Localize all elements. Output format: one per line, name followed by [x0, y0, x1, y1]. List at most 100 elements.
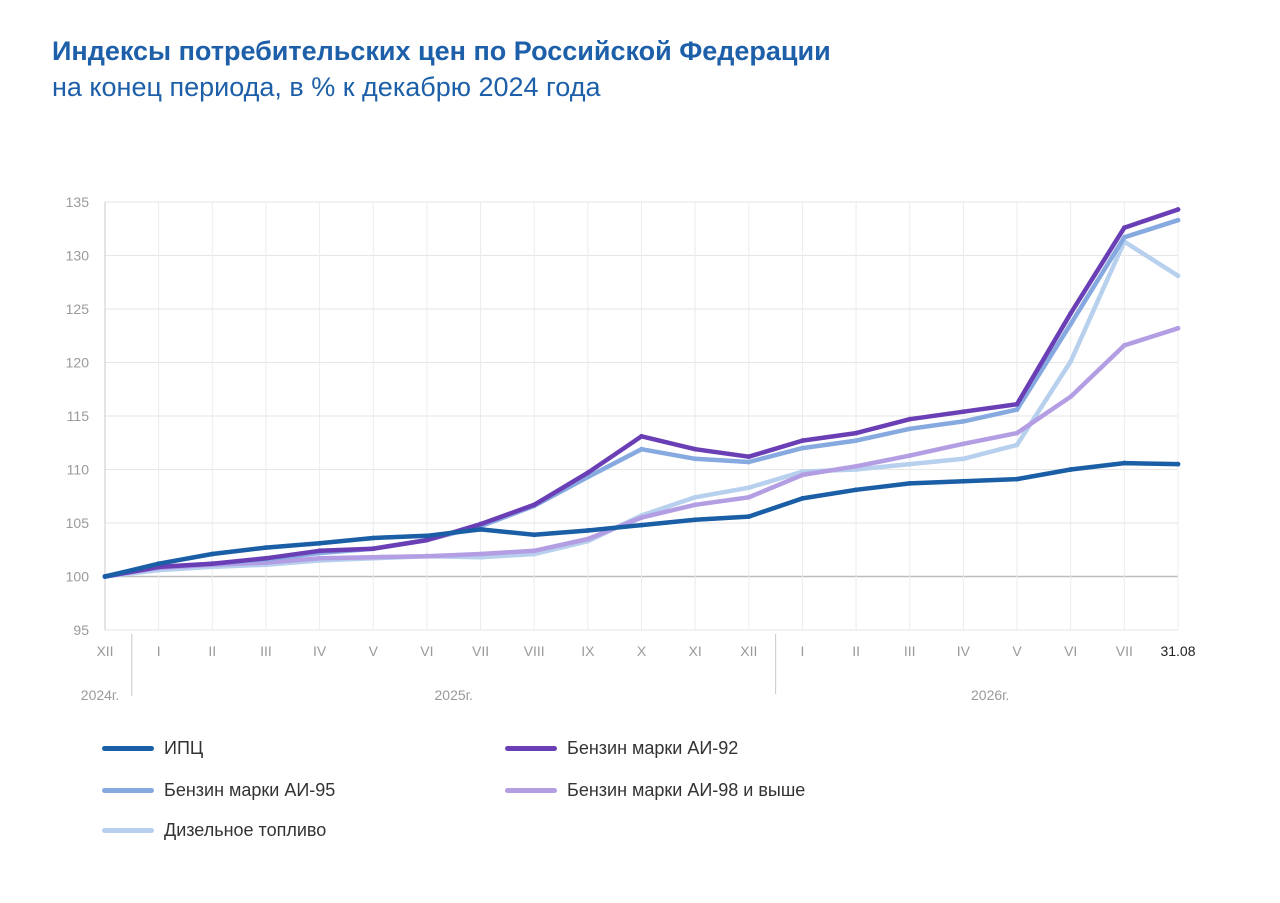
- legend-item-ai92: Бензин марки АИ-92: [505, 738, 738, 759]
- x-tick-label: V: [369, 643, 379, 659]
- data-point: [585, 470, 591, 476]
- y-tick-label: 110: [67, 462, 90, 478]
- data-point: [907, 453, 913, 458]
- data-point: [1121, 225, 1127, 231]
- data-point: [531, 502, 537, 508]
- data-point: [1068, 321, 1074, 327]
- data-point: [1068, 310, 1074, 316]
- x-tick-label: VII: [1116, 643, 1133, 659]
- data-point: [746, 514, 752, 519]
- x-tick-label: II: [852, 643, 860, 659]
- data-point: [370, 535, 376, 541]
- data-point: [1121, 234, 1127, 240]
- data-point: [800, 445, 805, 451]
- data-point: [102, 574, 108, 579]
- legend-label-ai95: Бензин марки АИ-95: [164, 780, 336, 800]
- data-point: [156, 561, 162, 567]
- data-point: [370, 554, 376, 560]
- year-label: 2025г.: [435, 687, 473, 703]
- x-tick-label: V: [1012, 643, 1022, 659]
- legend-label-diesel: Дизельное топливо: [164, 820, 327, 840]
- legend-item-cpi: ИПЦ: [102, 738, 203, 759]
- data-point: [478, 527, 483, 532]
- data-point: [692, 502, 698, 508]
- data-point: [692, 517, 698, 523]
- data-point: [907, 426, 913, 432]
- x-tick-label: IV: [313, 643, 327, 659]
- legend-label-ai92: Бензин марки АИ-92: [567, 738, 739, 758]
- data-point: [961, 418, 966, 424]
- data-point: [585, 536, 591, 542]
- data-point: [746, 494, 752, 500]
- data-point: [424, 553, 430, 559]
- data-point: [692, 494, 698, 500]
- x-tick-label: IV: [957, 643, 971, 659]
- data-point: [961, 409, 966, 415]
- data-point: [1175, 325, 1181, 331]
- legend-swatch-ai95: [102, 788, 154, 793]
- data-point: [639, 433, 644, 439]
- data-point: [1014, 476, 1020, 482]
- data-point: [1175, 207, 1181, 212]
- legend-swatch-cpi: [102, 746, 154, 751]
- data-point: [531, 532, 537, 538]
- x-tick-label: I: [801, 643, 805, 659]
- data-point: [639, 522, 644, 528]
- x-tick-label: VI: [420, 643, 433, 659]
- y-tick-label: 135: [66, 194, 90, 210]
- data-point: [478, 521, 483, 527]
- year-label: 2024г.: [81, 687, 119, 703]
- legend-item-ai95: Бензин марки АИ-95: [102, 780, 335, 801]
- chart-title: Индексы потребительских цен по Российско…: [52, 36, 831, 66]
- legend-item-ai98: Бензин марки АИ-98 и выше: [505, 780, 805, 801]
- y-tick-label: 105: [66, 515, 90, 531]
- data-point: [585, 528, 591, 533]
- data-point: [317, 540, 322, 546]
- data-point: [800, 438, 805, 444]
- y-tick-label: 115: [67, 408, 90, 424]
- data-point: [424, 533, 430, 539]
- data-point: [263, 545, 269, 551]
- data-point: [1014, 401, 1020, 407]
- data-point: [370, 546, 376, 552]
- data-point: [746, 459, 752, 465]
- x-tick-label: III: [904, 643, 916, 659]
- data-point: [692, 446, 698, 452]
- data-point: [961, 456, 966, 462]
- data-point: [1014, 407, 1020, 412]
- data-point: [853, 438, 859, 444]
- data-point: [1121, 460, 1127, 466]
- data-point: [907, 416, 913, 422]
- data-point: [1068, 467, 1074, 472]
- data-point: [800, 495, 805, 501]
- data-point: [317, 555, 322, 561]
- x-tick-label: X: [637, 643, 647, 659]
- data-point: [1175, 461, 1181, 467]
- year-label: 2026г.: [971, 687, 1009, 703]
- data-point: [961, 478, 966, 484]
- legend-label-cpi: ИПЦ: [164, 738, 204, 758]
- x-tick-label: VI: [1064, 643, 1077, 659]
- legend-swatch-ai92: [505, 746, 557, 751]
- data-point: [478, 551, 483, 557]
- x-tick-label: VII: [472, 643, 489, 659]
- data-point: [209, 551, 215, 557]
- data-point: [424, 537, 430, 543]
- data-point: [853, 430, 859, 436]
- x-tick-label: 31.08: [1160, 643, 1195, 659]
- legend-item-diesel: Дизельное топливо: [102, 820, 326, 841]
- data-point: [907, 481, 913, 486]
- data-point: [1121, 342, 1127, 348]
- data-point: [853, 463, 859, 469]
- x-tick-label: IX: [581, 643, 595, 659]
- data-point: [639, 446, 644, 452]
- y-tick-label: 100: [66, 569, 90, 585]
- data-point: [209, 561, 215, 567]
- x-tick-label: XI: [689, 643, 702, 659]
- data-point: [746, 485, 752, 491]
- x-tick-label: II: [208, 643, 216, 659]
- x-tick-label: VIII: [524, 643, 545, 659]
- legend-swatch-diesel: [102, 828, 154, 833]
